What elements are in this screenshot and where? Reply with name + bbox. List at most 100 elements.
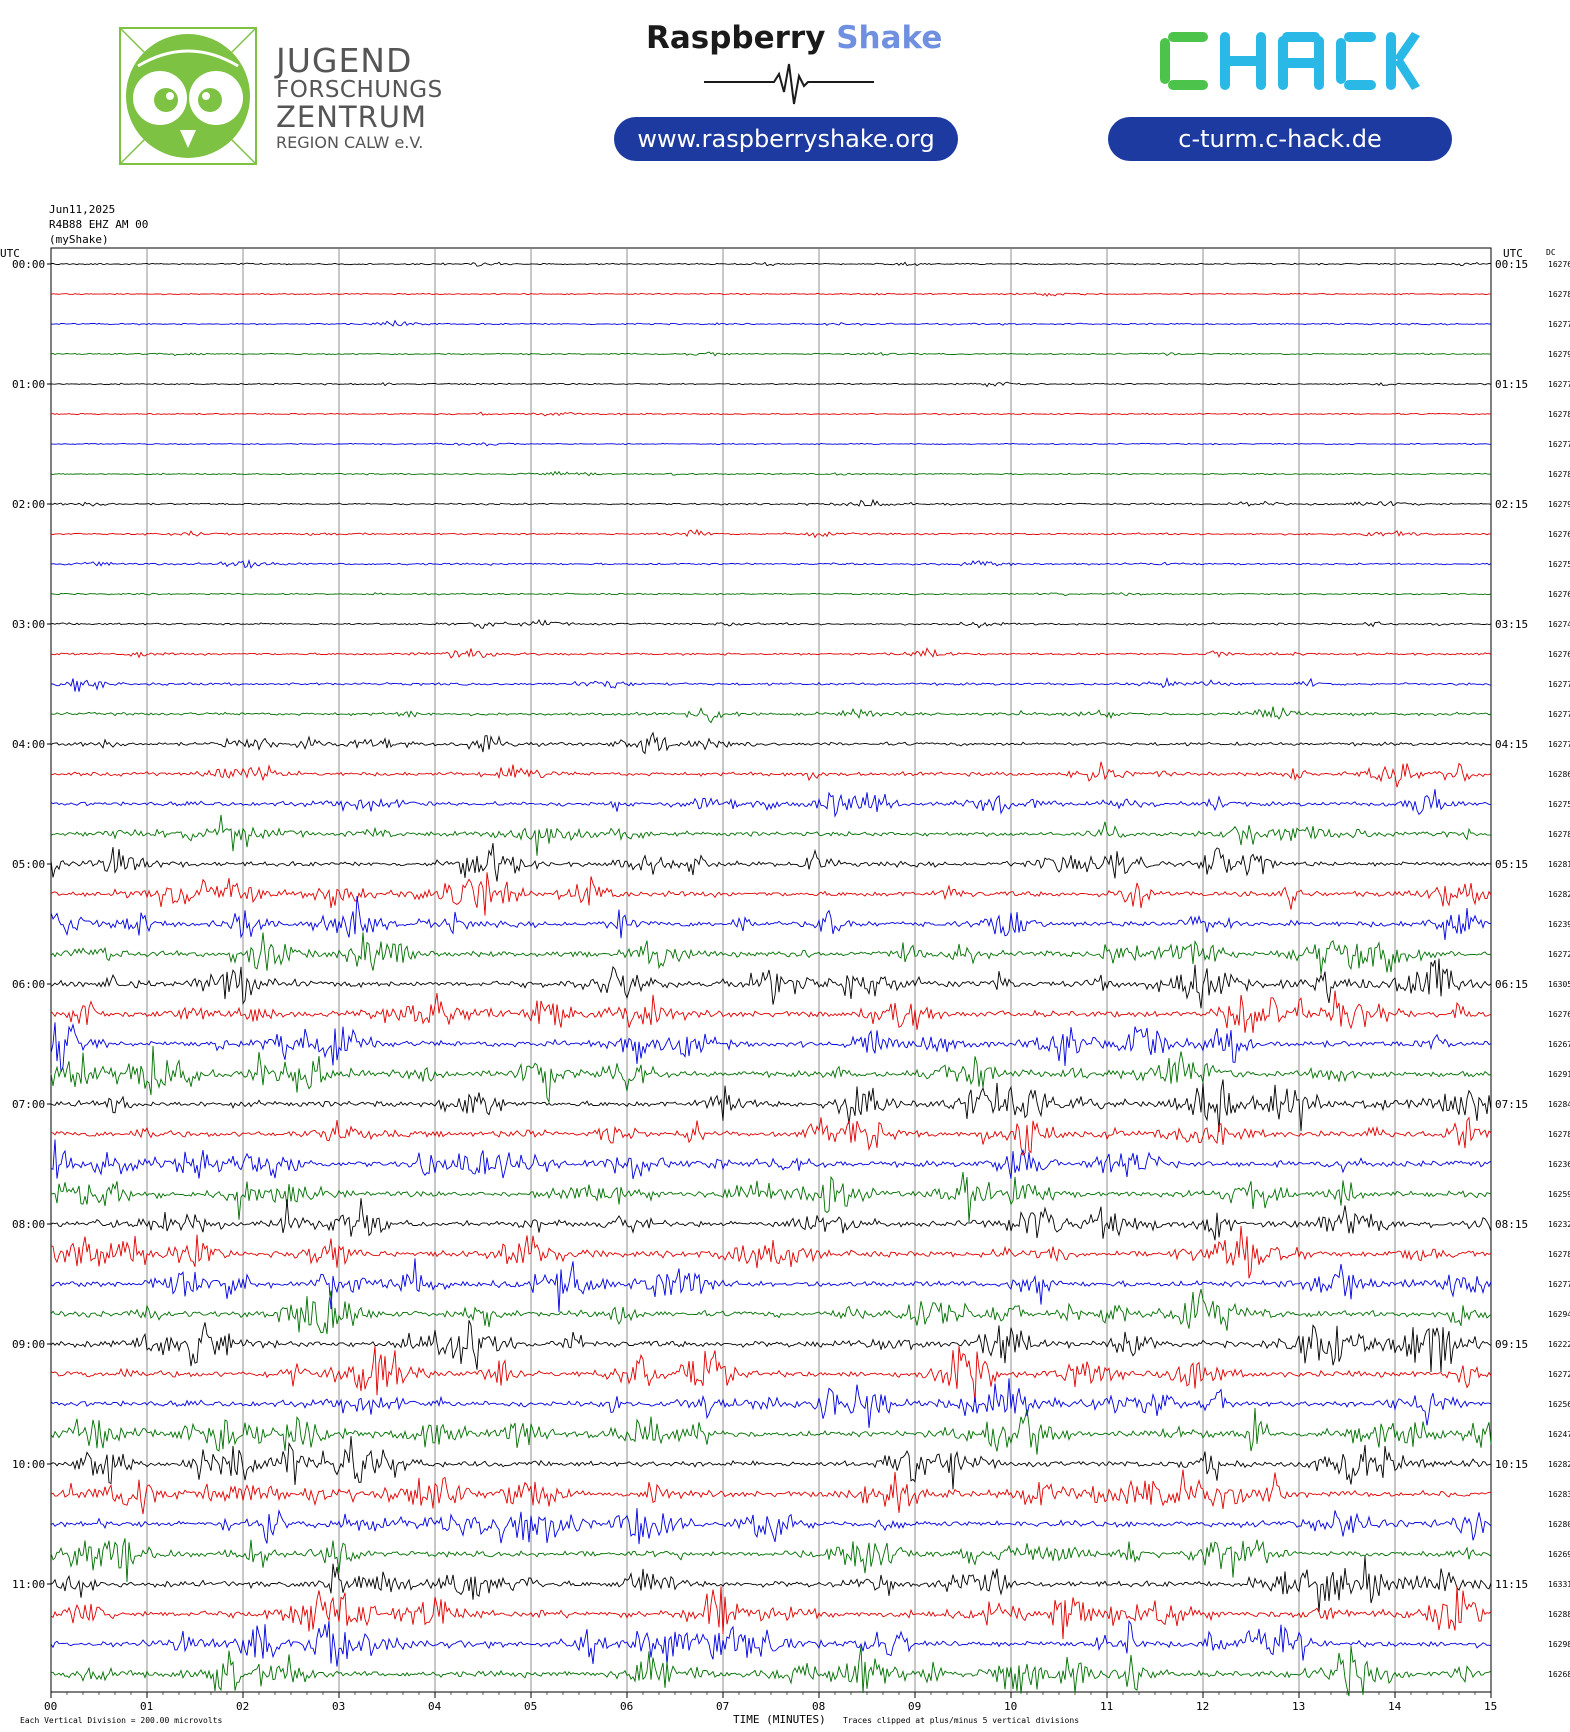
dc-value-label: 16291 xyxy=(1548,1070,1570,1079)
trace-line xyxy=(50,1645,1492,1697)
trace-line xyxy=(50,1198,1492,1241)
dc-value-label: 16276 xyxy=(1548,530,1570,539)
trace-line xyxy=(50,990,1492,1033)
trace-line xyxy=(50,1555,1492,1613)
left-hour-label: 10:00 xyxy=(12,1458,45,1471)
right-hour-label: 11:15 xyxy=(1495,1578,1528,1591)
trace-line xyxy=(50,932,1492,975)
dc-value-label: 16275 xyxy=(1548,800,1570,809)
x-tick-label: 08 xyxy=(812,1700,825,1713)
dc-value-label: 16259 xyxy=(1548,1190,1570,1199)
dc-value-label: 16272 xyxy=(1548,950,1570,959)
right-hour-label: 10:15 xyxy=(1495,1458,1528,1471)
dc-value-label: 16277 xyxy=(1548,380,1570,389)
x-tick-label: 02 xyxy=(236,1700,249,1713)
right-hour-label: 07:15 xyxy=(1495,1098,1528,1111)
dc-value-label: 16276 xyxy=(1548,650,1570,659)
dc-value-label: 16277 xyxy=(1548,1280,1570,1289)
left-hour-label: 06:00 xyxy=(12,978,45,991)
trace-line xyxy=(50,1288,1492,1335)
trace-group xyxy=(50,261,1492,1697)
dc-value-label: 16232 xyxy=(1548,1220,1570,1229)
trace-line xyxy=(50,559,1492,569)
left-hour-label: 05:00 xyxy=(12,858,45,871)
dc-value-label: 16286 xyxy=(1548,770,1570,779)
trace-line xyxy=(50,592,1492,596)
dc-value-label: 16236 xyxy=(1548,1160,1570,1169)
right-axis-title: UTC xyxy=(1503,247,1523,260)
record-date: Jun11,2025 xyxy=(49,203,116,216)
trace-line xyxy=(50,789,1492,818)
trace-line xyxy=(50,1172,1492,1223)
dc-value-label: 16298 xyxy=(1548,1640,1570,1649)
x-tick-label: 05 xyxy=(524,1700,537,1713)
dc-axis-title: DC xyxy=(1546,248,1556,257)
dc-value-label: 16277 xyxy=(1548,680,1570,689)
footer-scale-note: Each Vertical Division = 200.00 microvol… xyxy=(20,1716,222,1725)
trace-line xyxy=(50,528,1492,539)
trace-line xyxy=(50,292,1491,297)
x-axis-title: TIME (MINUTES) xyxy=(733,1713,826,1726)
dc-value-label: 16280 xyxy=(1548,1520,1570,1529)
dc-value-label: 16239 xyxy=(1548,920,1570,929)
chack-url-link[interactable]: c-turm.c-hack.de xyxy=(1108,117,1452,161)
trace-line xyxy=(50,1345,1492,1403)
rs-brand-part2: Shake xyxy=(836,20,943,56)
trace-line xyxy=(50,1538,1492,1583)
seismogram-wave-icon xyxy=(704,63,874,105)
dc-value-label: 16276 xyxy=(1548,1010,1570,1019)
trace-line xyxy=(50,351,1491,357)
dc-value-label: 16294 xyxy=(1548,1310,1570,1319)
raspberry-shake-url-link[interactable]: www.raspberryshake.org xyxy=(614,117,958,161)
dc-value-label: 16278 xyxy=(1548,830,1570,839)
left-hour-label: 07:00 xyxy=(12,1098,45,1111)
dc-value-label: 16272 xyxy=(1548,1370,1570,1379)
trace-line xyxy=(50,872,1492,916)
trace-line xyxy=(50,814,1492,856)
trace-line xyxy=(50,731,1492,755)
trace-line xyxy=(50,1225,1492,1279)
chack-logo xyxy=(1160,32,1420,90)
right-hour-label: 03:15 xyxy=(1495,618,1528,631)
dc-value-label: 16277 xyxy=(1548,710,1570,719)
trace-line xyxy=(50,1378,1492,1428)
right-hour-label: 08:15 xyxy=(1495,1218,1528,1231)
right-hour-label: 06:15 xyxy=(1495,978,1528,991)
data-source: (myShake) xyxy=(49,233,109,246)
right-hour-label: 04:15 xyxy=(1495,738,1528,751)
x-tick-label: 07 xyxy=(716,1700,729,1713)
trace-line xyxy=(50,618,1492,629)
jfz-owl-logo xyxy=(119,27,257,165)
trace-line xyxy=(50,1139,1492,1180)
trace-line xyxy=(50,1585,1492,1640)
raspberry-shake-logo: Raspberry Shake xyxy=(646,20,942,56)
trace-line xyxy=(50,1407,1492,1455)
dc-value-label: 16277 xyxy=(1548,320,1570,329)
dc-value-label: 16279 xyxy=(1548,350,1570,359)
trace-line xyxy=(50,1045,1492,1104)
left-hour-label: 08:00 xyxy=(12,1218,45,1231)
trace-line xyxy=(50,958,1492,1009)
trace-line xyxy=(50,1508,1492,1545)
trace-line xyxy=(50,761,1492,788)
trace-line xyxy=(50,843,1492,882)
dc-value-label: 16268 xyxy=(1548,1670,1570,1679)
left-hour-label: 11:00 xyxy=(12,1578,45,1591)
right-hour-label: 01:15 xyxy=(1495,378,1528,391)
dc-value-label: 16278 xyxy=(1548,410,1570,419)
x-tick-label: 14 xyxy=(1388,1700,1402,1713)
trace-line xyxy=(50,706,1492,724)
trace-line xyxy=(50,647,1492,659)
x-tick-label: 11 xyxy=(1100,1700,1113,1713)
trace-line xyxy=(50,381,1492,388)
jfz-wordmark: JUGEND FORSCHUNGS ZENTRUM REGION CALW e.… xyxy=(276,44,443,151)
right-hour-label: 00:15 xyxy=(1495,258,1528,271)
trace-line xyxy=(50,1116,1492,1157)
trace-line xyxy=(50,895,1492,941)
x-tick-label: 15 xyxy=(1484,1700,1497,1713)
dc-value-label: 16276 xyxy=(1548,260,1570,269)
dc-value-label: 16269 xyxy=(1548,1550,1570,1559)
left-hour-label: 09:00 xyxy=(12,1338,45,1351)
x-tick-label: 01 xyxy=(140,1700,153,1713)
dc-value-label: 16276 xyxy=(1548,590,1570,599)
